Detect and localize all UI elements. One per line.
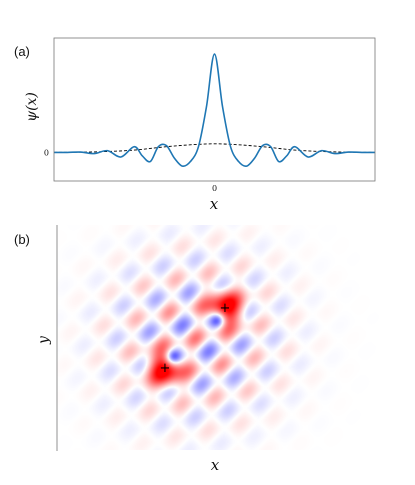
panel-a-frame [53,37,376,182]
panel-a-xlabel: x [210,195,219,213]
panel-b-xlabel: x [211,456,220,474]
panel-b-ylabel: y [36,335,52,345]
panel-b-label: (b) [14,232,30,247]
marker-plus-2: + [220,301,231,316]
marker-plus-1: + [160,361,171,376]
panel-b-plot: + + y x [36,225,387,474]
series-dashed-line [54,143,375,153]
x-tick-label: 0 [212,184,217,193]
series-solid-line [54,53,375,168]
panel-a-plot: 0 0 ψ(x) x [24,37,376,213]
panel-b-heatmap [57,225,387,450]
panel-a-label: (a) [14,44,30,59]
y-tick-label: 0 [44,148,49,157]
panel-a-ylabel: ψ(x) [24,92,40,122]
